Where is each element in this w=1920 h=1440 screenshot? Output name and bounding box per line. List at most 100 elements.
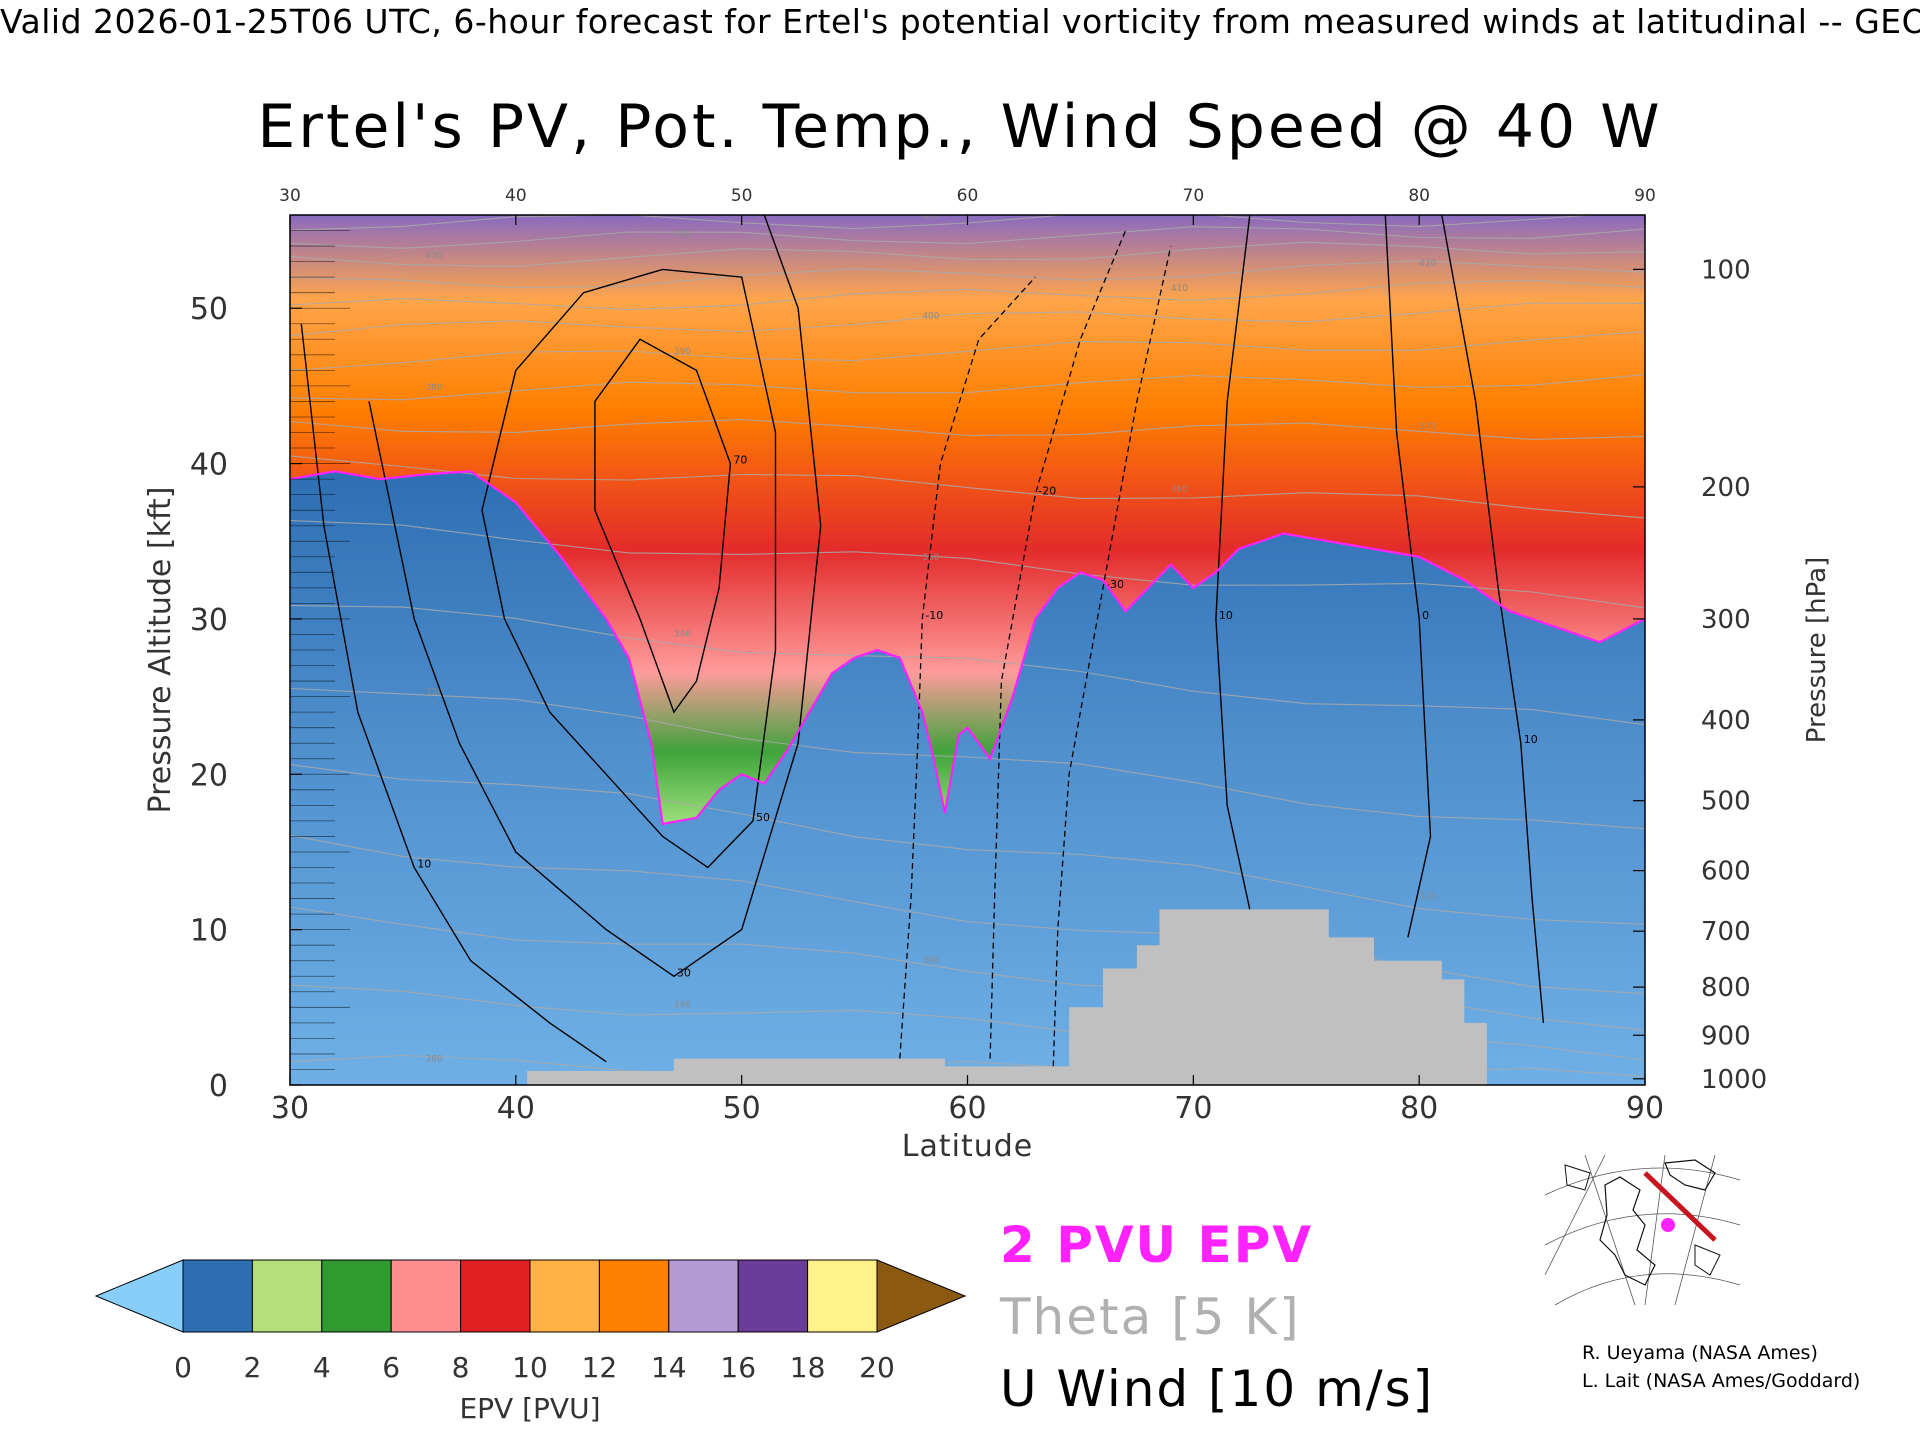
y-tick-label: 10 [190,914,228,949]
u-wind-negative-contour [989,230,1127,1059]
inset-track-line [1643,1171,1717,1242]
colorbar-tick-label: 6 [382,1351,400,1384]
legend-theta: Theta [5 K] [1000,1288,1301,1346]
y-tick-label: 20 [190,758,228,793]
u-wind-contour [368,215,822,978]
theta-contour-label: 360 [1171,485,1188,495]
u-wind-contours: 70 50 30 10 10 10 0 -10 -20 -30 [300,215,1545,1067]
pressure-tick-label: 900 [1701,1021,1751,1051]
colorbar-tick-label: 20 [859,1351,895,1384]
theta-contour [290,226,1645,249]
pressure-tick-label: 500 [1701,787,1751,817]
u-wind-contour-label: 30 [677,966,691,979]
colorbar-tick-label: 8 [452,1351,470,1384]
x-tick-label-top: 80 [1408,186,1430,206]
colorbar-segment [737,1259,809,1333]
y-tick-label: 0 [209,1069,228,1104]
u-wind-contour-label: 50 [756,811,770,824]
theta-contour-label: 430 [426,251,443,261]
theta-contour [290,520,1645,609]
x-tick-label-top: 70 [1183,186,1205,206]
theta-contour [290,260,1645,289]
pressure-tick-label: 1000 [1701,1065,1767,1095]
u-wind-negative-contour [899,276,1036,1059]
pressure-tick-label: 800 [1701,973,1751,1003]
plot-area: 2802903003103203303403503603703803904004… [143,186,1832,1164]
x-tick-label: 50 [723,1091,761,1126]
x-tick-label: 90 [1626,1091,1664,1126]
theta-contour-label: 440 [674,229,691,239]
credit-1: R. Ueyama (NASA Ames) [1582,1342,1818,1364]
theta-contour-label: 330 [426,688,443,698]
theta-contour-label: 320 [1419,892,1436,902]
theta-contour [290,605,1645,726]
y-tick-label: 40 [190,448,228,483]
colorbar-tick-label: 18 [790,1351,826,1384]
theta-contour-label: 290 [674,1000,691,1010]
colorbar-tick-label: 2 [243,1351,261,1384]
terrain-mask [290,909,1645,1085]
colorbar-tick-label: 4 [313,1351,331,1384]
colorbar-segment [529,1259,600,1333]
x-tick-label-top: 50 [731,186,753,206]
credit-2: L. Lait (NASA Ames/Goddard) [1582,1370,1861,1392]
legend-pvu: 2 PVU EPV [1000,1216,1314,1274]
u-wind-negative-contour [1052,245,1172,1067]
pressure-tick-label: 600 [1701,857,1751,887]
x-tick-label: 70 [1174,1091,1212,1126]
colorbar-tick-label: 14 [651,1351,687,1384]
theta-contour [290,331,1645,371]
colorbar-segment [460,1259,531,1333]
header-text: Valid 2026-01-25T06 UTC, 6-hour forecast… [0,2,1920,41]
theta-contour [290,302,1645,337]
theta-contour-label: 300 [922,956,939,966]
theta-contour-label: 370 [1419,422,1436,432]
pressure-tick-label: 400 [1701,706,1751,736]
u-wind-contour [594,338,732,714]
y2-axis-label: Pressure [hPa] [1802,557,1832,744]
u-wind-contour-label: 10 [1219,609,1233,622]
u-wind-contour [1441,215,1545,1023]
u-wind-contour-label: 10 [1524,733,1538,746]
theta-contour [290,241,1645,267]
colorbar-segment [668,1259,739,1333]
colorbar-tick-label: 10 [512,1351,548,1384]
u-wind-contour-label: -20 [1038,485,1056,498]
theta-contour-label: 420 [1419,259,1436,269]
theta-contour [290,455,1645,519]
theta-contour-label: 350 [922,553,939,563]
x-tick-label-top: 30 [279,186,301,206]
colorbar-high-extension [876,1259,967,1333]
x-axis-label: Latitude [902,1129,1033,1164]
theta-contour-label: 380 [426,383,443,393]
pressure-tick-label: 300 [1701,605,1751,635]
y-tick-label: 50 [190,292,228,327]
colorbar-segment [321,1259,392,1333]
colorbar-tick-label: 16 [720,1351,756,1384]
pressure-tick-label: 200 [1701,473,1751,503]
colorbar-segment [390,1259,462,1333]
pv2-tropopause-line [290,470,1645,826]
theta-contour [290,419,1645,440]
y-axis-label: Pressure Altitude [kft] [143,487,178,814]
u-wind-contour-label: -30 [1106,578,1124,591]
chart-title: Ertel's PV, Pot. Temp., Wind Speed @ 40 … [257,92,1663,162]
theta-contour [290,687,1645,830]
colorbar-segment [251,1259,323,1333]
u-wind-contour [481,268,777,869]
pressure-tick-label: 700 [1701,917,1751,947]
u-wind-contour-label: 0 [1422,609,1429,622]
colorbar: 0 2 4 6 8 10 12 14 16 18 20 EPV [PVU] [94,1259,967,1425]
u-wind-contour [1384,215,1432,938]
x-tick-label: 40 [497,1091,535,1126]
theta-contour [290,764,1645,925]
theta-contour-label: 280 [426,1054,443,1064]
pressure-tick-label: 100 [1701,255,1751,285]
x-tick-label: 30 [271,1091,309,1126]
colorbar-low-extension [94,1259,184,1333]
x-tick-label-top: 60 [957,186,979,206]
colorbar-segment [182,1259,253,1333]
u-wind-contour [1215,215,1251,910]
theta-contour [290,374,1645,401]
